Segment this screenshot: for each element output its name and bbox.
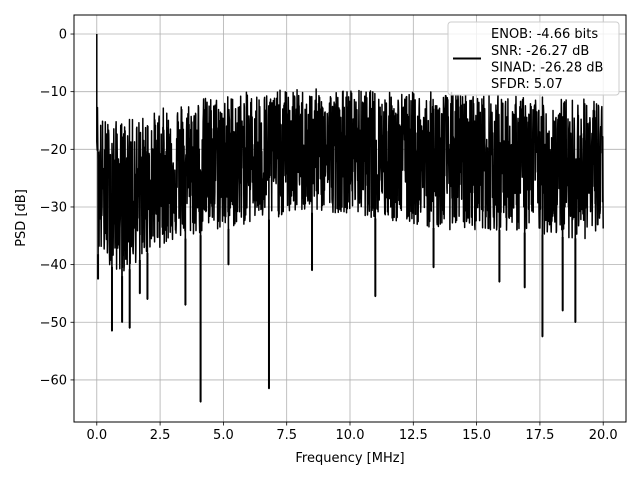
x-tick-label: 15.0	[462, 428, 491, 443]
plot-area	[96, 33, 604, 403]
x-tick-label: 2.5	[150, 428, 171, 443]
y-tick-label: −10	[40, 85, 67, 100]
legend-entry-enob: ENOB: -4.66 bits	[491, 27, 598, 42]
legend-entry-sinad: SINAD: -26.28 dB	[491, 61, 603, 76]
x-tick-label: 7.5	[276, 428, 297, 443]
x-axis-ticks: 0.0 2.5 5.0 7.5 10.0 12.5 15.0 17.5 20.0	[86, 422, 618, 443]
legend: ENOB: -4.66 bits SNR: -26.27 dB SINAD: -…	[447, 21, 620, 96]
x-tick-label: 20.0	[589, 428, 618, 443]
y-tick-label: −30	[40, 200, 67, 215]
legend-box	[447, 21, 620, 96]
y-tick-label: −60	[40, 373, 67, 388]
x-tick-label: 12.5	[399, 428, 428, 443]
x-tick-label: 5.0	[213, 428, 234, 443]
x-tick-label: 17.5	[525, 428, 554, 443]
y-axis-ticks: 0 −10 −20 −30 −40 −50 −60	[40, 28, 74, 388]
legend-entry-sfdr: SFDR: 5.07	[491, 77, 563, 92]
y-tick-label: −20	[40, 143, 67, 158]
y-axis-label: PSD [dB]	[14, 189, 29, 247]
y-tick-label: 0	[59, 28, 67, 43]
x-tick-label: 0.0	[86, 428, 107, 443]
y-tick-label: −40	[40, 258, 67, 273]
x-axis-label: Frequency [MHz]	[295, 451, 404, 466]
psd-series-line	[96, 34, 604, 403]
legend-entry-snr: SNR: -26.27 dB	[491, 44, 589, 59]
y-tick-label: −50	[40, 316, 67, 331]
x-tick-label: 10.0	[336, 428, 365, 443]
